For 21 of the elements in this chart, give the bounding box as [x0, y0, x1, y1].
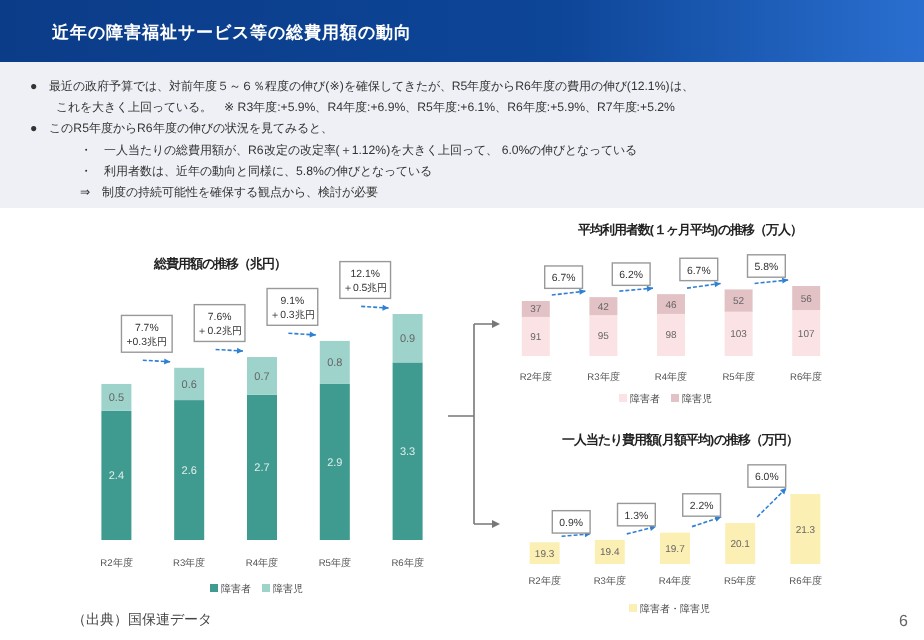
- bar: [521, 301, 550, 317]
- bar: [724, 311, 753, 356]
- bar: [589, 315, 618, 356]
- text: 近年の障害福祉サービス等の総費用額の動向: [50, 22, 412, 42]
- bar: [101, 410, 132, 540]
- bar: [792, 310, 821, 356]
- bar: [792, 286, 821, 311]
- bar: [657, 294, 685, 314]
- bar: [174, 400, 205, 540]
- bar: [247, 394, 277, 540]
- bar: [724, 289, 753, 312]
- bar: [247, 357, 277, 395]
- bar: [174, 367, 205, 401]
- bar: [521, 316, 550, 356]
- bar: [657, 313, 685, 356]
- bar: [392, 314, 423, 363]
- bar: [392, 362, 423, 540]
- bar: [319, 383, 350, 540]
- bar: [319, 340, 350, 384]
- text: 6: [899, 612, 910, 630]
- bar: [101, 383, 132, 411]
